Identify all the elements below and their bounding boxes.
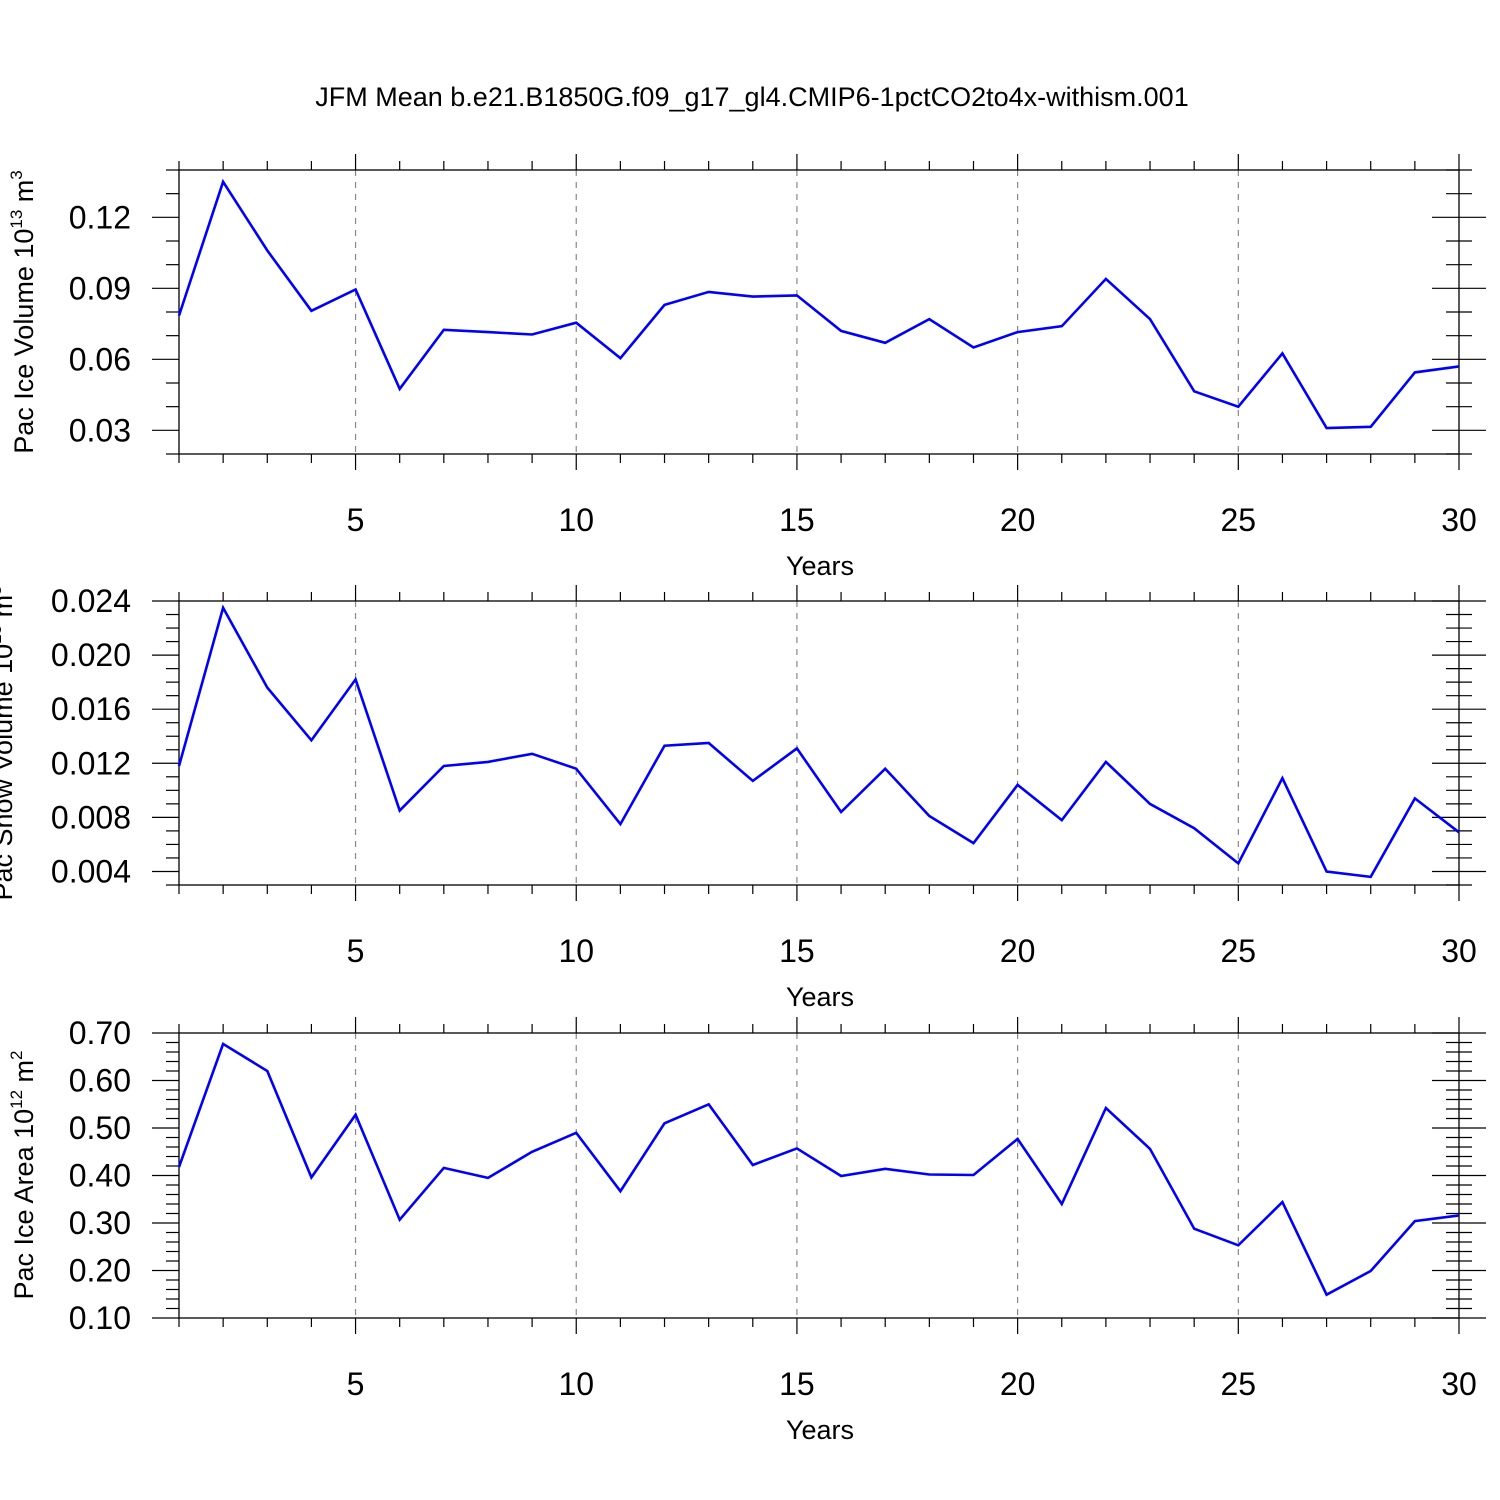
y-tick-label: 0.60 [69, 1063, 131, 1099]
x-tick-label: 5 [347, 1366, 365, 1402]
x-tick-label: 25 [1221, 1366, 1257, 1402]
series-line [177, 604, 1460, 879]
y-tick-label: 0.70 [69, 1015, 131, 1051]
y-tick-label: 0.008 [51, 799, 131, 835]
y-tick-label: 0.12 [69, 199, 131, 235]
chart-title: JFM Mean b.e21.B1850G.f09_g17_gl4.CMIP6-… [315, 82, 1188, 112]
y-tick-label: 0.020 [51, 637, 131, 673]
x-tick-label: 25 [1221, 502, 1257, 538]
chart-panel-3: 5 10 15 20 25 30 0.10 0.20 0.30 0.40 0.50 0.60 0.70 Y… [7, 1015, 1486, 1445]
x-tick-label: 20 [1000, 502, 1036, 538]
x-tick-label: 20 [1000, 933, 1036, 969]
y-tick-label: 0.016 [51, 691, 131, 727]
x-axis-label: Years [786, 551, 854, 581]
series-line [177, 178, 1460, 430]
y-tick-label: 0.03 [69, 412, 131, 448]
x-tick-label: 15 [779, 502, 815, 538]
x-tick-label: 30 [1441, 502, 1477, 538]
y-axis-label: Pac Snow Volume 1013 m3 [0, 585, 18, 900]
x-axis-label: Years [786, 1415, 854, 1445]
x-tick-label: 30 [1441, 1366, 1477, 1402]
y-tick-label: 0.20 [69, 1253, 131, 1289]
x-tick-label: 5 [347, 933, 365, 969]
x-tick-label: 10 [558, 933, 594, 969]
plot-frame [178, 1032, 1460, 1319]
x-tick-label: 5 [347, 502, 365, 538]
y-tick-label: 0.024 [51, 583, 131, 619]
x-tick-label: 10 [558, 502, 594, 538]
y-tick-label: 0.40 [69, 1158, 131, 1194]
x-tick-label: 10 [558, 1366, 594, 1402]
y-tick-label: 0.10 [69, 1300, 131, 1336]
y-tick-label: 0.06 [69, 341, 131, 377]
y-tick-label: 0.30 [69, 1205, 131, 1241]
x-tick-label: 15 [779, 933, 815, 969]
y-axis-label: Pac Ice Volume 1013 m3 [7, 170, 39, 454]
x-tick-label: 25 [1221, 933, 1257, 969]
y-tick-label: 0.09 [69, 270, 131, 306]
plot-frame [178, 600, 1460, 886]
y-tick-label: 0.012 [51, 745, 131, 781]
y-axis-label: Pac Ice Area 1012 m2 [7, 1050, 39, 1299]
x-tick-label: 30 [1441, 933, 1477, 969]
x-tick-label: 20 [1000, 1366, 1036, 1402]
x-tick-label: 15 [779, 1366, 815, 1402]
chart-panel-1: 5 10 15 20 25 30 0.03 0.06 0.09 0.12 Years Pac Ice … [7, 154, 1486, 581]
chart-panel-2: 5 10 15 20 25 30 0.004 0.008 0.012 0.016 0.020 0.02… [0, 583, 1486, 1012]
y-tick-label: 0.50 [69, 1110, 131, 1146]
y-tick-label: 0.004 [51, 853, 131, 889]
x-axis-label: Years [786, 982, 854, 1012]
series-line [177, 1041, 1460, 1297]
